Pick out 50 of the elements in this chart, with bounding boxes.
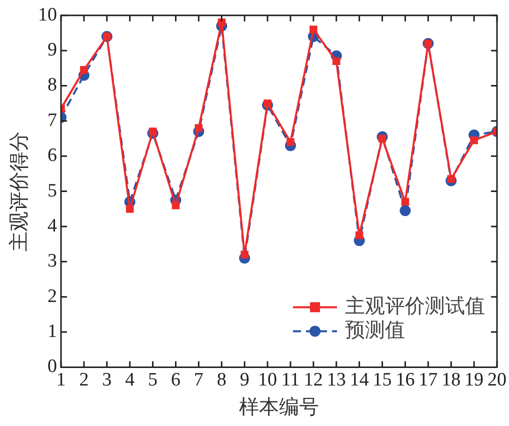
point (332, 57, 340, 66)
y-tick-label: 7 (48, 110, 57, 131)
x-tick-label: 10 (258, 370, 278, 391)
y-tick-label: 10 (38, 4, 57, 26)
x-tick-label: 14 (350, 370, 370, 391)
point (286, 138, 294, 146)
y-tick-label: 1 (48, 321, 57, 342)
x-tick-label: 11 (281, 370, 300, 391)
x-tick-label: 5 (148, 370, 158, 391)
x-tick-label: 7 (194, 370, 204, 391)
x-axis-title: 样本编号 (239, 396, 319, 418)
point (310, 26, 318, 34)
x-tick-label: 4 (125, 370, 136, 391)
x-tick-label: 17 (418, 370, 438, 391)
x-tick-label: 3 (102, 370, 112, 391)
point (264, 99, 272, 108)
y-axis-title: 主观评价得分 (7, 131, 30, 252)
y-tick-label: 5 (48, 180, 57, 202)
x-tick-label: 15 (372, 370, 392, 391)
point (218, 18, 226, 26)
y-tick-label: 6 (48, 145, 57, 166)
y-tick-label: 8 (48, 74, 57, 96)
y-tick-label: 4 (48, 215, 58, 236)
x-tick-label: 8 (216, 370, 226, 391)
x-tick-label: 2 (79, 370, 89, 391)
y-tick-label: 0 (48, 356, 57, 378)
point (378, 134, 386, 142)
y-tick-label: 2 (48, 286, 57, 307)
point (355, 231, 364, 240)
point (470, 136, 478, 144)
x-tick-label: 13 (326, 370, 346, 391)
point (400, 205, 411, 216)
point (80, 66, 88, 74)
point (401, 198, 410, 206)
point (126, 205, 134, 213)
x-tick-label: 18 (442, 370, 461, 391)
x-tick-label: 6 (170, 370, 180, 391)
x-tick-label: 12 (304, 370, 323, 391)
y-tick-label: 9 (48, 40, 57, 61)
x-tick-label: 9 (240, 370, 250, 391)
point (172, 201, 180, 210)
y-tick-label: 3 (48, 250, 57, 272)
x-tick-label: 16 (396, 370, 415, 391)
legend-label: 预测值 (345, 319, 405, 342)
legend-label: 主观评价测试值 (345, 294, 485, 318)
x-tick-label: 19 (464, 370, 484, 391)
point (240, 250, 248, 259)
x-tick-label: 20 (488, 370, 506, 391)
point (148, 128, 157, 136)
point (194, 124, 203, 132)
